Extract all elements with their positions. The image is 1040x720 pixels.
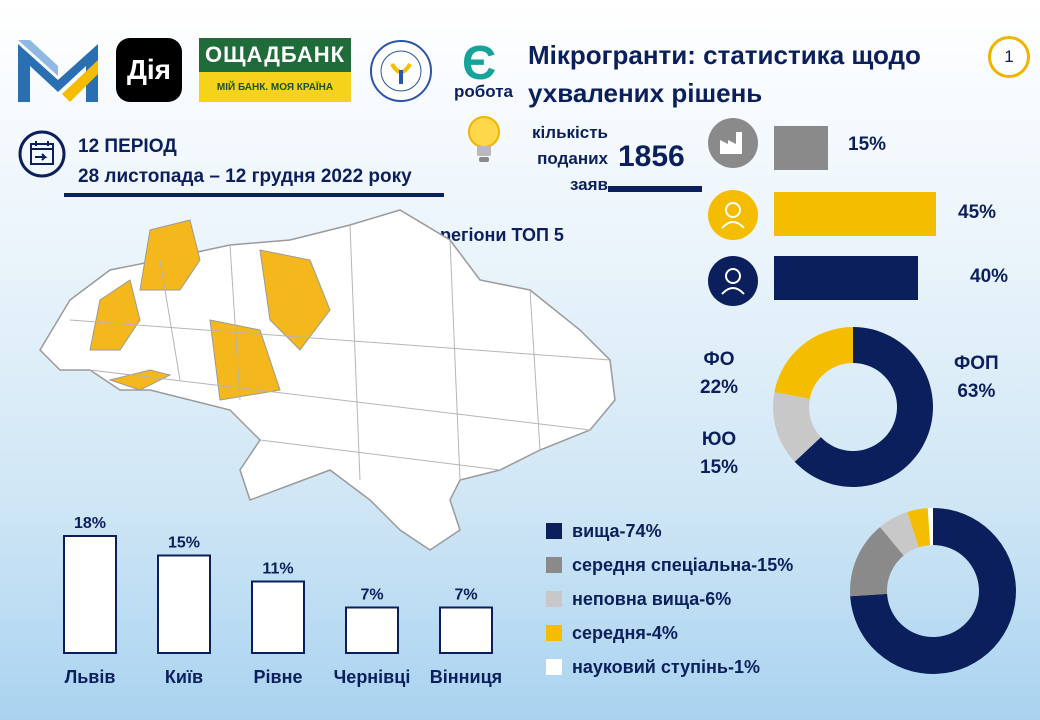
donut-slice-5: [927, 508, 933, 546]
employment-service-seal: [370, 40, 432, 102]
bar-4: [345, 606, 399, 654]
category-bar-legal: [774, 126, 828, 170]
bar-5: [439, 606, 493, 654]
yuo-label: ЮО 15%: [700, 429, 739, 478]
legend-item: неповна вища-6%: [546, 582, 793, 616]
donut-slice-2: [773, 392, 821, 462]
ie-label: робота: [454, 82, 514, 101]
bar-value-label: 18%: [74, 515, 106, 532]
bank-slogan: МІЙ БАНК. МОЯ КРАЇНА: [199, 72, 351, 102]
period-label: 12 ПЕРІОД: [78, 136, 177, 157]
bar-category-label: Київ: [165, 667, 203, 687]
legend-swatch: [546, 659, 562, 675]
donut-slice-1: [794, 327, 933, 487]
legend-swatch: [546, 523, 562, 539]
ukraine-regions-map: [39, 209, 616, 551]
entity-type-donut: [773, 327, 933, 487]
donut-slice-3: [774, 327, 853, 399]
man-icon: [708, 256, 758, 306]
bar-value-label: 15%: [168, 535, 200, 552]
page-title: Мікрогранти: статистика щодо ухвалених р…: [528, 40, 921, 108]
top-regions-bar-chart: 18% Львів 15% Київ 11% Рівне 7% Чернівці 7% Вінни…: [63, 515, 502, 687]
factory-icon: [708, 118, 758, 168]
bar-value-label: 7%: [454, 587, 477, 604]
category-percent-women: 45%: [958, 202, 997, 223]
bar-value-label: 7%: [360, 587, 383, 604]
donut-slice-2: [850, 527, 904, 597]
legend-item: середня-4%: [546, 616, 793, 650]
donut-slice-4: [907, 508, 931, 548]
donut-slice-3: [880, 512, 919, 556]
applications-underline: [608, 186, 702, 192]
category-bar-men: [774, 256, 918, 300]
map-title: регіони ТОП 5: [440, 225, 564, 245]
donut-slice-1: [850, 508, 1016, 674]
legend-swatch: [546, 591, 562, 607]
bar-3: [251, 580, 305, 654]
bar-value-label: 11%: [262, 561, 293, 578]
education-legend: вища-74% середня спеціальна-15% неповна …: [546, 514, 793, 684]
legend-item: середня спеціальна-15%: [546, 548, 793, 582]
bank-name: ОЩАДБАНК: [199, 38, 351, 72]
calendar-icon: [18, 130, 66, 178]
bar-category-label: Рівне: [254, 667, 303, 687]
legend-item: вища-74%: [546, 514, 793, 548]
woman-icon: [708, 190, 758, 240]
diia-logo: Дія: [116, 38, 182, 102]
legend-swatch: [546, 557, 562, 573]
ie-robota-logo: Є робота: [454, 36, 516, 104]
ie-glyph: Є: [462, 37, 497, 90]
lightbulb-icon: [468, 116, 500, 162]
bar-category-label: Чернівці: [334, 667, 411, 687]
bar-category-label: Львів: [65, 667, 116, 687]
category-bar-women: [774, 192, 936, 236]
category-percent-legal: 15%: [848, 134, 887, 155]
period-dates: 28 листопада – 12 грудня 2022 року: [78, 166, 412, 187]
period-info: 12 ПЕРІОД 28 листопада – 12 грудня 2022 …: [78, 132, 412, 192]
bar-1: [63, 535, 117, 654]
legend-item: науковий ступінь-1%: [546, 650, 793, 684]
legend-swatch: [546, 625, 562, 641]
oschadbank-logo: ОЩАДБАНК МІЙ БАНК. МОЯ КРАЇНА: [199, 38, 351, 102]
category-percent-men: 40%: [970, 266, 1009, 287]
fo-label: ФО 22%: [700, 349, 739, 398]
bar-2: [157, 554, 211, 654]
education-donut: [850, 508, 1016, 674]
applications-label: кількість поданих заяв: [532, 123, 608, 194]
page-number-badge: 1: [988, 36, 1030, 78]
microgrant-logo: [18, 40, 98, 102]
fop-label: ФОП 63%: [954, 353, 999, 402]
divider: [64, 193, 444, 197]
bar-category-label: Вінниця: [430, 667, 502, 687]
applications-count: 1856: [618, 140, 685, 173]
